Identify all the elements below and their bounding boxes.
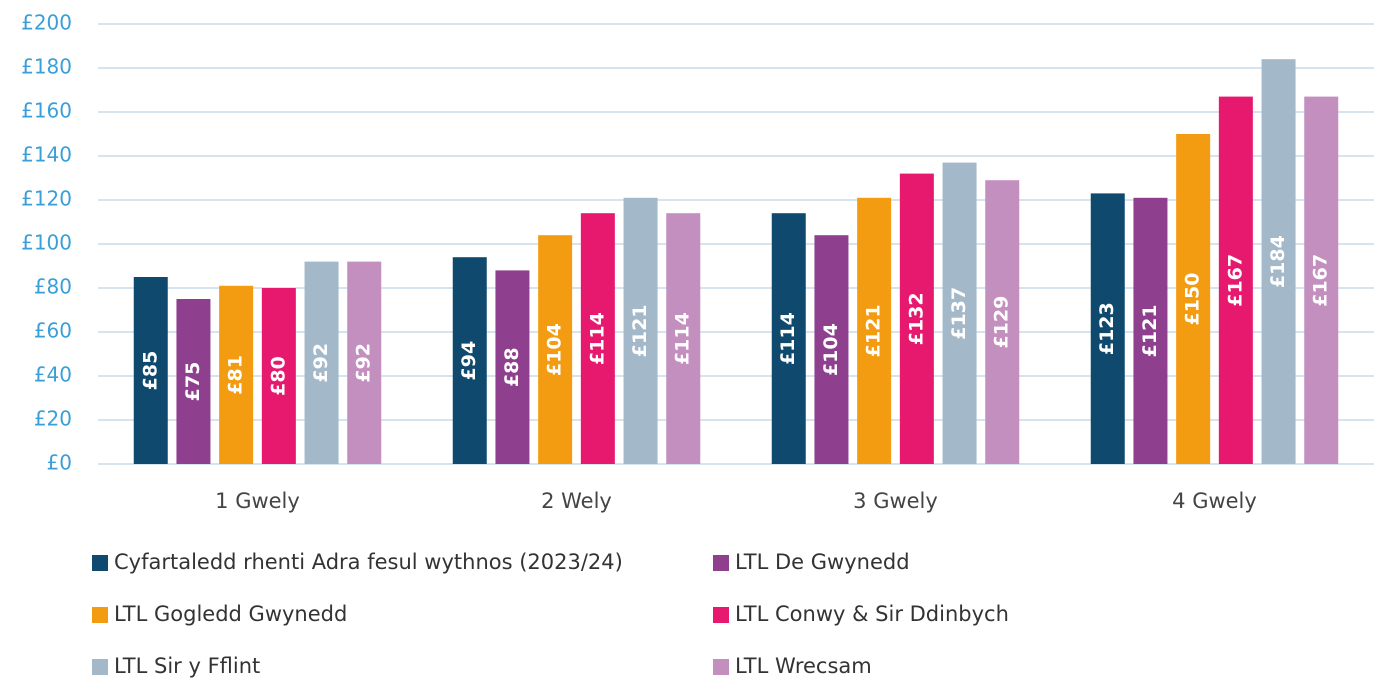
bar (814, 235, 849, 464)
value-label: £121 (1139, 304, 1161, 357)
y-tick-label: £120 (21, 187, 72, 211)
bar (261, 288, 296, 464)
bar (1090, 193, 1125, 464)
bar (623, 197, 658, 465)
y-tick-label: £180 (21, 55, 72, 79)
value-label: £150 (1182, 273, 1204, 326)
value-label: £104 (820, 323, 842, 376)
value-label: £121 (629, 304, 651, 357)
legend-swatch (92, 659, 108, 675)
value-label: £184 (1267, 235, 1289, 288)
legend-swatch (713, 555, 729, 571)
y-tick-label: £160 (21, 99, 72, 123)
value-label: £132 (905, 292, 927, 345)
bar (219, 285, 254, 464)
value-label: £167 (1310, 254, 1332, 307)
legend-label: LTL Wrecsam (735, 654, 872, 678)
legend-swatch (713, 607, 729, 623)
bar (666, 213, 701, 464)
y-tick-label: £140 (21, 143, 72, 167)
legend-label: LTL Sir y Fflint (114, 654, 260, 678)
value-label: £137 (948, 287, 970, 340)
y-tick-label: £40 (34, 363, 72, 387)
value-label: £85 (139, 351, 161, 391)
x-tick-label: 2 Wely (541, 489, 612, 513)
value-label: £121 (863, 304, 885, 357)
value-label: £104 (544, 323, 566, 376)
y-tick-label: £80 (34, 275, 72, 299)
bar (1176, 134, 1211, 464)
value-label: £114 (777, 312, 799, 365)
x-tick-label: 4 Gwely (1172, 489, 1257, 513)
legend-swatch (92, 607, 108, 623)
legend-label: LTL Conwy & Sir Ddinbych (735, 602, 1009, 626)
bar (942, 162, 977, 464)
x-tick-label: 3 Gwely (853, 489, 938, 513)
bar (176, 299, 211, 464)
bar (985, 180, 1020, 464)
y-tick-label: £20 (34, 407, 72, 431)
bar (133, 277, 168, 464)
value-label: £129 (991, 296, 1013, 349)
bar (771, 213, 806, 464)
legend-swatch (92, 555, 108, 571)
bar (538, 235, 573, 464)
value-label: £123 (1096, 302, 1118, 355)
bar (1133, 197, 1168, 465)
value-label: £88 (501, 347, 523, 387)
bar (347, 261, 382, 464)
y-tick-label: £60 (34, 319, 72, 343)
bar (304, 261, 339, 464)
legend-label: Cyfartaledd rhenti Adra fesul wythnos (2… (114, 550, 623, 574)
bar (495, 270, 530, 464)
value-label: £75 (182, 362, 204, 402)
value-label: £92 (353, 343, 375, 383)
x-tick-label: 1 Gwely (215, 489, 300, 513)
bar (1304, 96, 1339, 464)
bar (899, 173, 934, 464)
y-tick-label: £100 (21, 231, 72, 255)
value-label: £92 (310, 343, 332, 383)
value-label: £167 (1224, 254, 1246, 307)
value-label: £94 (458, 341, 480, 381)
y-tick-label: £0 (47, 451, 72, 475)
bar (1261, 59, 1296, 464)
y-tick-label: £200 (21, 11, 72, 35)
bar (580, 213, 615, 464)
legend-label: LTL De Gwynedd (735, 550, 910, 574)
bar (1218, 96, 1253, 464)
value-label: £81 (225, 355, 247, 395)
value-label: £114 (672, 312, 694, 365)
bar (452, 257, 487, 464)
legend-swatch (713, 659, 729, 675)
legend-label: LTL Gogledd Gwynedd (114, 602, 347, 626)
bar (857, 197, 892, 465)
value-label: £80 (267, 356, 289, 396)
value-label: £114 (586, 312, 608, 365)
